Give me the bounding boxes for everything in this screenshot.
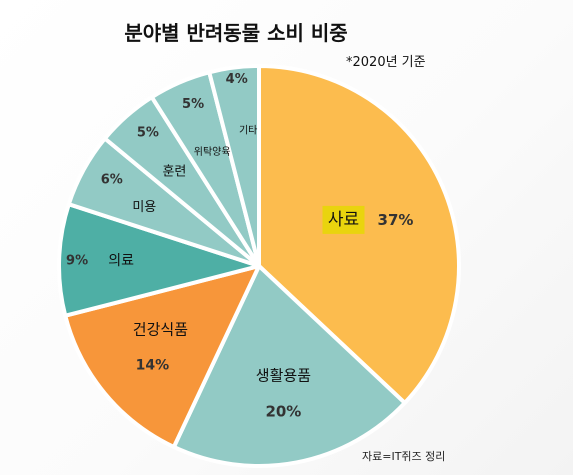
chart-source: 자료=IT쥐즈 정리 [362, 450, 445, 463]
pie-slice [63, 264, 261, 449]
slice-label: 사료 [328, 210, 359, 230]
pie-slice [257, 64, 461, 405]
slice-percent: 5% [182, 97, 204, 112]
pie-labels: 사료 37% 생활용품 20% 건강식품 14% 의료 9% 미용 6% 훈련 5% 위탁양육 5% 기타 4… [66, 72, 413, 421]
slice-percent: 4% [226, 72, 248, 87]
slice-percent: 14% [136, 358, 170, 374]
chart-note: *2020년 기준 [346, 55, 426, 70]
slice-label: 건강식품 [133, 321, 188, 339]
slice-label: 미용 [132, 200, 156, 215]
slice-label: 위탁양육 [194, 145, 231, 158]
slice-percent: 37% [378, 211, 414, 229]
pie-slice [207, 64, 261, 268]
pie-slice [57, 202, 261, 318]
slice-percent: 9% [66, 254, 88, 269]
slice-percent: 5% [137, 126, 159, 141]
chart-title: 분야별 반려동물 소비 비중 [124, 21, 347, 45]
slice-label: 의료 [108, 253, 134, 269]
slice-percent: 20% [265, 403, 301, 421]
slice-label: 기타 [239, 125, 257, 137]
slice-percent: 6% [101, 173, 123, 188]
pie-slices [57, 64, 461, 468]
slice-label: 훈련 [162, 165, 186, 180]
slice-label: 생활용품 [256, 367, 311, 385]
pie-slice [171, 264, 407, 468]
label-highlight [322, 205, 365, 234]
